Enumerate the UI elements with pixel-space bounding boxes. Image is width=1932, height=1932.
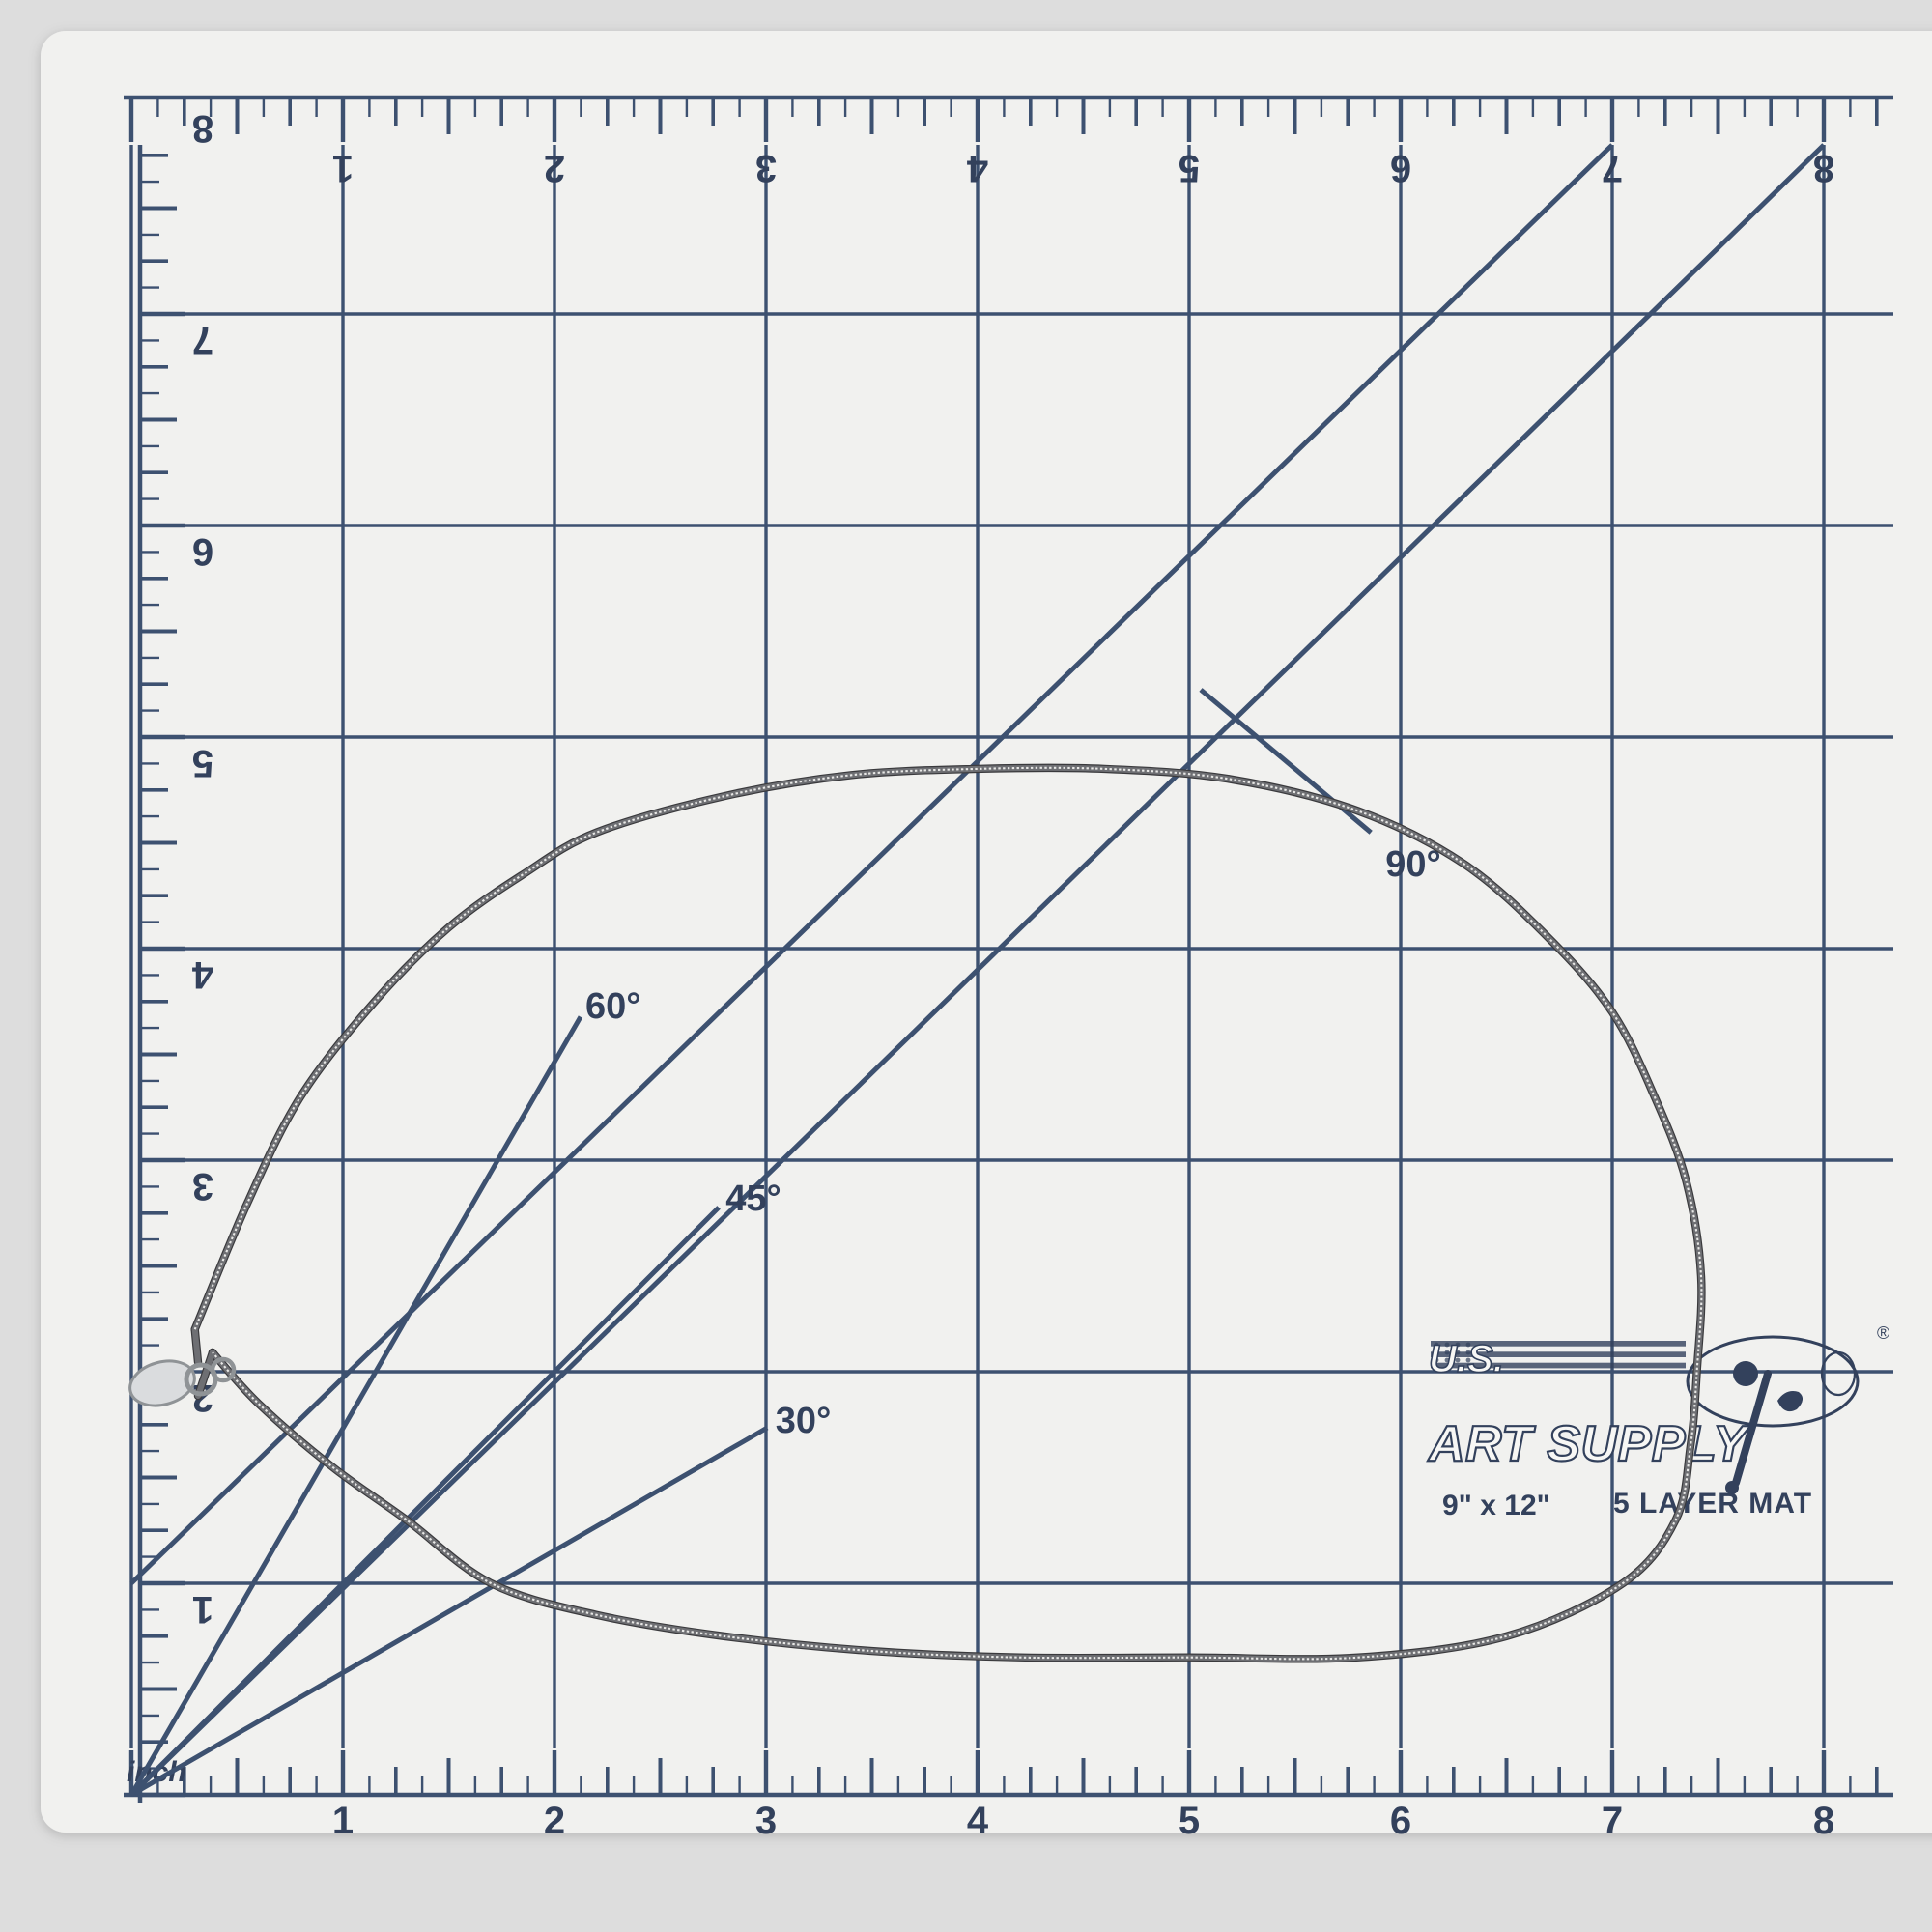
svg-text:2: 2 [544, 1800, 565, 1842]
svg-text:7: 7 [1602, 1800, 1623, 1842]
svg-text:6: 6 [1390, 147, 1411, 189]
svg-text:3: 3 [192, 1165, 213, 1208]
svg-text:U.S.: U.S. [1429, 1338, 1504, 1380]
svg-text:90°: 90° [1385, 844, 1440, 885]
svg-text:8: 8 [192, 107, 213, 150]
svg-text:7: 7 [192, 319, 213, 361]
svg-text:1: 1 [332, 1800, 354, 1842]
svg-text:9" x 12": 9" x 12" [1442, 1490, 1550, 1521]
svg-text:3: 3 [755, 147, 777, 189]
svg-text:4: 4 [967, 1800, 989, 1842]
svg-text:ART SUPPLY: ART SUPPLY [1427, 1416, 1750, 1472]
svg-text:®: ® [1877, 1323, 1889, 1343]
svg-text:6: 6 [1390, 1800, 1411, 1842]
svg-text:1: 1 [332, 147, 354, 189]
svg-text:5: 5 [1179, 147, 1200, 189]
svg-text:60°: 60° [585, 986, 640, 1027]
svg-text:8: 8 [1813, 1800, 1834, 1842]
svg-text:2: 2 [544, 147, 565, 189]
svg-text:6: 6 [192, 530, 213, 573]
svg-text:3: 3 [755, 1800, 777, 1842]
svg-text:1: 1 [192, 1588, 213, 1631]
svg-text:5: 5 [192, 742, 213, 784]
svg-text:5: 5 [1179, 1800, 1200, 1842]
svg-text:30°: 30° [776, 1401, 831, 1441]
svg-text:5 LAYER MAT: 5 LAYER MAT [1613, 1488, 1812, 1520]
svg-text:4: 4 [191, 953, 213, 996]
svg-text:45°: 45° [725, 1179, 781, 1219]
svg-text:4: 4 [966, 147, 988, 189]
